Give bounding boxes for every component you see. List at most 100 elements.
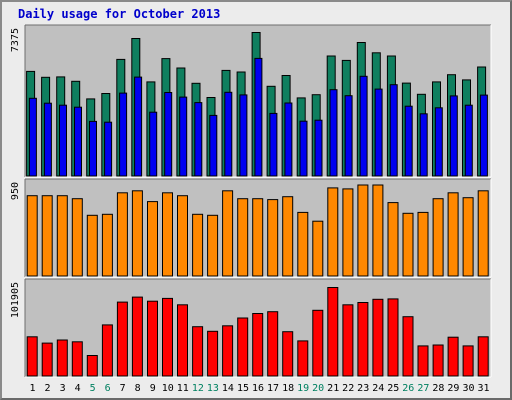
- pages-bar-day-14: [222, 190, 234, 277]
- files-bar-day-12: [194, 102, 203, 177]
- x-tick-label-day-18: 18: [282, 383, 294, 394]
- pages-bar-day-15: [237, 198, 249, 277]
- pages-bar-day-29: [447, 192, 459, 277]
- pages-bar-day-9: [147, 201, 158, 277]
- x-tick-label-day-13: 13: [207, 383, 219, 394]
- pages-bar-day-27: [417, 211, 429, 277]
- kbytes-bar-day-17: [267, 311, 279, 377]
- x-tick-label-day-27: 27: [417, 383, 429, 394]
- kbytes-y-max-label: 101905: [10, 282, 21, 318]
- x-tick-label-day-7: 7: [120, 383, 126, 394]
- files-bar-day-2: [43, 102, 52, 177]
- pages-bar-day-21: [327, 187, 339, 277]
- pages-bar-day-11: [177, 195, 188, 277]
- kbytes-bar-day-27: [417, 345, 429, 377]
- kbytes-bar-day-19: [297, 340, 309, 377]
- kbytes-bar-day-13: [207, 330, 219, 377]
- files-bar-day-10: [164, 92, 173, 177]
- pages-bar-day-28: [432, 198, 444, 277]
- pages-bar-day-30: [462, 197, 474, 277]
- pages-bar-day-24: [372, 184, 384, 277]
- pages-bar-day-6: [101, 213, 113, 277]
- files-bar-day-6: [104, 121, 113, 177]
- files-bar-day-31: [479, 94, 488, 177]
- kbytes-bar-day-9: [147, 300, 158, 377]
- kbytes-bar-day-8: [131, 296, 143, 377]
- files-bar-day-7: [119, 92, 128, 177]
- x-tick-label-day-20: 20: [312, 383, 324, 394]
- x-tick-label-day-22: 22: [342, 383, 354, 394]
- files-bar-day-8: [134, 76, 143, 177]
- kbytes-bar-day-26: [402, 316, 414, 377]
- x-tick-label-day-5: 5: [90, 383, 96, 394]
- files-bar-day-21: [329, 89, 338, 177]
- pages-bar-day-5: [86, 214, 98, 277]
- files-bar-day-3: [59, 104, 67, 177]
- x-tick-label-day-9: 9: [150, 383, 156, 394]
- files-bar-day-9: [149, 111, 158, 177]
- pages-bar-day-10: [162, 192, 173, 277]
- pages-bar-day-4: [71, 198, 83, 277]
- kbytes-bar-day-6: [101, 324, 113, 377]
- x-tick-label-day-16: 16: [252, 383, 264, 394]
- pages-bar-day-2: [41, 195, 53, 277]
- x-tick-label-day-12: 12: [192, 383, 204, 394]
- files-bar-day-20: [314, 119, 323, 177]
- x-tick-label-day-25: 25: [387, 383, 399, 394]
- kbytes-bar-day-1: [26, 336, 38, 377]
- kbytes-bar-day-11: [177, 304, 188, 377]
- kbytes-bar-day-24: [372, 298, 384, 377]
- files-bar-day-18: [284, 102, 293, 177]
- kbytes-bar-day-10: [162, 297, 173, 377]
- files-bar-day-19: [299, 120, 308, 177]
- pages-bar-day-8: [131, 190, 143, 277]
- chart-title: Daily usage for October 2013: [18, 7, 221, 21]
- files-bar-day-25: [389, 84, 398, 177]
- kbytes-bar-day-14: [222, 325, 234, 377]
- kbytes-bar-day-16: [252, 313, 264, 377]
- x-tick-label-day-23: 23: [357, 383, 369, 394]
- kbytes-bar-day-28: [432, 344, 444, 377]
- x-tick-label-day-8: 8: [135, 383, 141, 394]
- x-tick-label-day-4: 4: [75, 383, 81, 394]
- pages-bar-day-22: [342, 188, 354, 277]
- files-bar-day-4: [74, 106, 82, 177]
- kbytes-bar-day-5: [86, 355, 98, 377]
- pages-bar-day-25: [387, 202, 399, 277]
- hits-y-max-label: 7375: [10, 28, 21, 52]
- files-bar-day-23: [359, 75, 368, 177]
- x-tick-label-day-29: 29: [447, 383, 459, 394]
- pages-bar-day-1: [26, 195, 38, 277]
- files-bar-day-24: [374, 88, 383, 177]
- kbytes-bar-day-25: [387, 298, 399, 377]
- kbytes-bar-day-20: [312, 309, 324, 377]
- files-bar-day-11: [179, 96, 188, 177]
- kbytes-bar-day-4: [71, 341, 83, 377]
- kbytes-bar-day-15: [237, 317, 249, 377]
- pages-bar-day-3: [56, 195, 68, 277]
- pages-bar-day-17: [267, 199, 279, 277]
- kbytes-bar-day-18: [282, 331, 294, 377]
- kbytes-bar-day-22: [342, 304, 354, 377]
- pages-bar-day-23: [357, 184, 369, 277]
- files-bar-day-15: [239, 94, 248, 177]
- files-bar-day-16: [254, 57, 263, 177]
- files-bar-day-17: [269, 112, 278, 177]
- x-tick-label-day-3: 3: [60, 383, 66, 394]
- x-tick-label-day-15: 15: [237, 383, 249, 394]
- x-tick-label-day-31: 31: [477, 383, 489, 394]
- x-tick-label-day-11: 11: [177, 383, 189, 394]
- x-tick-label-day-6: 6: [105, 383, 111, 394]
- kbytes-bar-day-23: [357, 302, 369, 377]
- files-bar-day-26: [404, 105, 413, 177]
- pages-bar-day-16: [252, 198, 264, 277]
- files-bar-day-13: [209, 114, 218, 177]
- x-tick-label-day-1: 1: [29, 383, 35, 394]
- files-bar-day-29: [449, 95, 458, 177]
- files-bar-day-28: [434, 107, 443, 177]
- x-tick-label-day-19: 19: [297, 383, 309, 394]
- kbytes-bar-day-7: [116, 301, 128, 377]
- x-tick-label-day-30: 30: [462, 383, 474, 394]
- files-bar-day-30: [464, 104, 473, 177]
